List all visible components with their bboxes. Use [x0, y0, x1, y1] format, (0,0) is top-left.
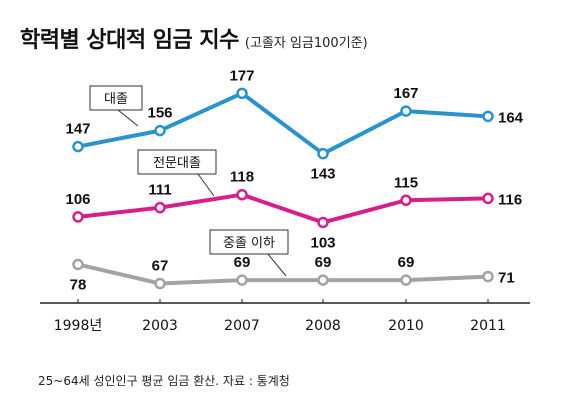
data-point-middle-school-3	[317, 274, 329, 286]
data-label-college-1: 156	[147, 105, 172, 122]
source-note: 25~64세 성인인구 평균 임금 환산. 자료 : 통계청	[38, 374, 290, 388]
data-point-middle-school-0	[72, 258, 84, 271]
x-tick-label-2: 2007	[224, 318, 260, 334]
data-point-junior-college-3	[317, 216, 329, 229]
data-label-middle-school-2: 69	[234, 254, 251, 271]
data-label-junior-college-2: 118	[230, 169, 254, 186]
data-label-junior-college-5: 116	[498, 191, 522, 208]
legend-label-junior-college: 전문대졸	[153, 156, 201, 171]
data-label-college-0: 147	[65, 121, 90, 138]
x-tick-label-0: 1998년	[54, 318, 103, 334]
data-point-college-1	[154, 124, 166, 137]
data-label-college-2: 177	[229, 67, 254, 84]
legend-label-middle-school: 중졸 이하	[223, 236, 275, 251]
data-label-college-3: 143	[310, 166, 335, 183]
data-point-college-5	[482, 110, 494, 123]
data-label-college-5: 164	[498, 109, 524, 126]
chart-subtitle: (고졸자 임금100기준)	[244, 36, 368, 51]
data-point-college-2	[236, 87, 248, 100]
data-point-junior-college-5	[482, 192, 494, 205]
data-label-middle-school-5: 71	[498, 270, 515, 287]
callout-leader-junior-college	[197, 173, 215, 197]
data-point-college-0	[72, 140, 84, 153]
x-tick-label-1: 2003	[142, 318, 178, 334]
data-label-middle-school-0: 78	[70, 276, 87, 293]
data-point-junior-college-1	[154, 201, 166, 214]
data-point-college-3	[317, 147, 329, 160]
callout-box-middle-school	[209, 229, 289, 255]
series-line-college	[76, 91, 490, 156]
data-point-middle-school-1	[154, 277, 166, 290]
x-tick-label-3: 2008	[305, 318, 341, 334]
x-tick-label-5: 2011	[470, 318, 506, 334]
x-tick-label-4: 2010	[388, 318, 424, 334]
callout-box-college	[89, 85, 143, 111]
data-label-middle-school-3: 69	[315, 254, 332, 271]
chart-title: 학력별 상대적 임금 지수	[20, 28, 239, 53]
data-label-college-4: 167	[393, 85, 418, 102]
data-label-junior-college-1: 111	[148, 182, 171, 199]
data-point-middle-school-5	[482, 270, 494, 283]
series-line-junior-college	[76, 192, 490, 225]
data-label-middle-school-1: 67	[152, 258, 169, 275]
data-point-junior-college-2	[236, 188, 248, 201]
series-line-middle-school	[76, 262, 490, 286]
callout-box-junior-college	[137, 149, 217, 175]
callout-leader-college	[117, 109, 139, 127]
callout-leader-middle-school	[267, 253, 287, 277]
title-block: 학력별 상대적 임금 지수 (고졸자 임금100기준)	[20, 22, 368, 54]
legend-label-college: 대졸	[104, 92, 128, 107]
data-point-junior-college-4	[400, 194, 412, 206]
data-point-college-4	[400, 105, 412, 117]
data-point-middle-school-4	[400, 274, 412, 286]
data-label-junior-college-3: 103	[310, 234, 335, 251]
data-label-middle-school-4: 69	[398, 254, 415, 271]
data-point-junior-college-0	[72, 211, 84, 223]
data-label-junior-college-0: 106	[65, 191, 90, 208]
data-point-middle-school-2	[236, 274, 248, 286]
data-label-junior-college-4: 115	[394, 174, 418, 191]
